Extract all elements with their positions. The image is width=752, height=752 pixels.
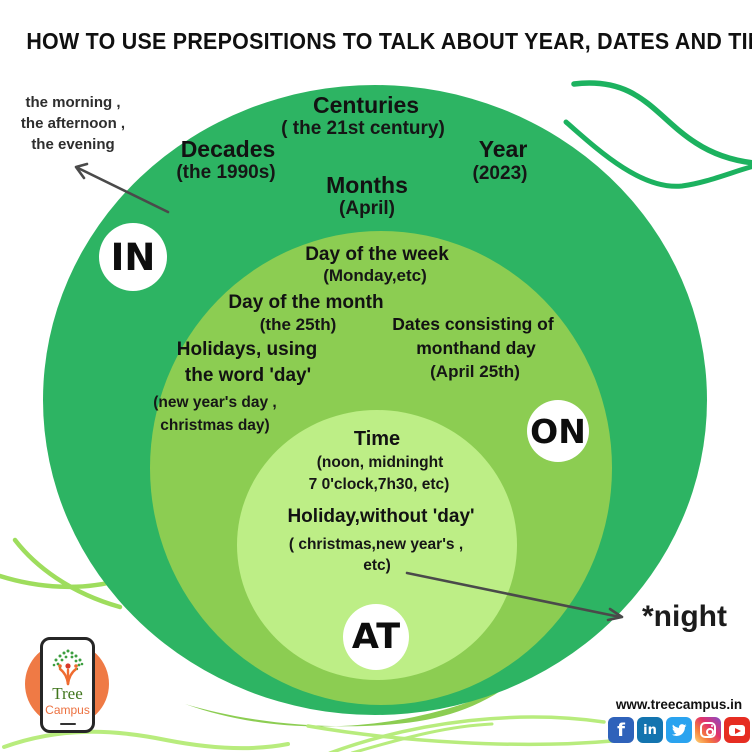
top-right-swoosh-1 bbox=[571, 80, 752, 166]
day-of-week-example: (Monday,etc) bbox=[323, 266, 427, 285]
twitter-icon[interactable] bbox=[666, 717, 692, 743]
year-heading: Year bbox=[478, 136, 528, 162]
holidays-heading-line2: the word 'day' bbox=[184, 365, 312, 386]
instagram-camera-glyph bbox=[700, 722, 716, 738]
holidays-example-line2: christmas day) bbox=[160, 417, 270, 434]
dates-example: (April 25th) bbox=[430, 362, 520, 381]
tree-icon bbox=[52, 649, 84, 686]
on-label-badge: ON bbox=[527, 400, 589, 462]
time-heading: Time bbox=[353, 428, 401, 450]
facebook-icon[interactable]: f bbox=[608, 717, 634, 743]
in-note-line3: the evening bbox=[31, 136, 115, 153]
social-icons-row: f in bbox=[608, 717, 750, 743]
website-link[interactable]: www.treecampus.in bbox=[615, 697, 743, 712]
day-of-month-example: (the 25th) bbox=[259, 315, 337, 334]
decades-example: (the 1990s) bbox=[176, 162, 276, 183]
logo-text-campus: Campus bbox=[45, 703, 90, 717]
bottom-center-blade-3 bbox=[350, 722, 494, 752]
dates-heading-line1: Dates consisting of bbox=[392, 314, 554, 334]
twitter-bird-glyph bbox=[671, 724, 687, 736]
day-of-month-heading: Day of the month bbox=[228, 292, 384, 313]
in-label: IN bbox=[110, 235, 156, 279]
instagram-icon[interactable] bbox=[695, 717, 721, 743]
time-example-line1: (noon, midninght bbox=[316, 454, 444, 471]
year-example: (2023) bbox=[472, 163, 528, 184]
page-title: HOW TO USE PREPOSITIONS TO TALK ABOUT YE… bbox=[26, 28, 752, 54]
at-label: AT bbox=[351, 617, 401, 657]
decades-heading: Decades bbox=[180, 136, 276, 162]
on-label: ON bbox=[530, 411, 586, 451]
time-example-line2: 7 0'clock,7h30, etc) bbox=[308, 476, 450, 493]
tree-campus-logo: Tree Campus bbox=[40, 637, 95, 733]
phone-home-indicator bbox=[59, 722, 76, 725]
holiday-without-day-example-line2: etc) bbox=[363, 557, 391, 574]
months-example: (April) bbox=[339, 198, 395, 219]
at-label-badge: AT bbox=[343, 604, 409, 670]
in-note-line2: the afternoon , bbox=[20, 115, 126, 132]
holidays-example-line1: (new year's day , bbox=[153, 394, 277, 411]
arrow-to-morning-head bbox=[74, 162, 89, 180]
in-exception-note: the morning , the afternoon , the evenin… bbox=[6, 92, 140, 155]
months-heading: Months bbox=[326, 172, 408, 198]
holidays-heading-line1: Holidays, using bbox=[176, 339, 318, 360]
day-of-week-heading: Day of the week bbox=[305, 244, 449, 265]
holiday-without-day-example-line1: ( christmas,new year's , bbox=[288, 536, 464, 553]
centuries-example: ( the 21st century) bbox=[281, 118, 445, 139]
bottom-left-curve bbox=[2, 729, 290, 751]
at-exception-note: *night bbox=[642, 600, 727, 633]
linkedin-icon[interactable]: in bbox=[637, 717, 663, 743]
youtube-icon[interactable] bbox=[724, 717, 750, 743]
centuries-heading: Centuries bbox=[312, 92, 420, 118]
dates-heading-line2: monthand day bbox=[416, 338, 536, 358]
bottom-center-blade-1 bbox=[328, 715, 606, 752]
in-note-line1: the morning , bbox=[25, 94, 121, 111]
logo-text-tree: Tree bbox=[52, 684, 83, 703]
bottom-center-blade-2 bbox=[306, 724, 614, 747]
holiday-without-day-heading: Holiday,without 'day' bbox=[287, 506, 475, 527]
in-label-badge: IN bbox=[99, 223, 167, 291]
youtube-play-glyph bbox=[729, 725, 745, 736]
